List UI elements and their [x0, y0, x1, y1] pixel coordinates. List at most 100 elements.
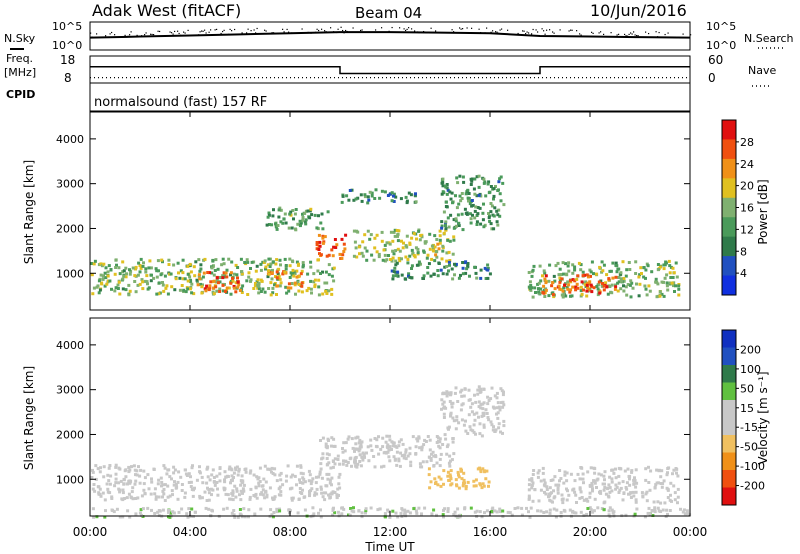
heatmap-cell — [440, 257, 444, 261]
heatmap-cell — [487, 418, 491, 422]
heatmap-cell — [384, 440, 388, 444]
heatmap-cell — [312, 512, 316, 516]
heatmap-cell — [173, 288, 177, 292]
heatmap-cell — [452, 235, 456, 239]
heatmap-cell — [666, 512, 669, 516]
heatmap-cell — [288, 276, 292, 279]
heatmap-cell — [397, 459, 401, 463]
heatmap-cell — [252, 494, 256, 497]
heatmap-cell — [542, 478, 546, 482]
heatmap-cell — [531, 268, 535, 272]
heatmap-cell — [367, 198, 371, 202]
heatmap-cell — [196, 283, 200, 287]
heatmap-cell — [600, 284, 604, 288]
heatmap-cell — [479, 194, 483, 198]
heatmap-cell — [128, 272, 132, 276]
heatmap-cell — [284, 479, 288, 483]
heatmap-cell — [494, 428, 498, 432]
heatmap-cell — [408, 275, 412, 279]
heatmap-cell — [178, 288, 182, 292]
noise-search-dot — [637, 35, 639, 37]
heatmap-cell — [556, 488, 560, 492]
heatmap-cell — [229, 292, 233, 296]
heatmap-cell — [144, 267, 148, 271]
heatmap-cell — [438, 229, 442, 233]
heatmap-cell — [614, 263, 618, 267]
heatmap-cell — [244, 467, 248, 471]
heatmap-cell — [288, 212, 292, 216]
heatmap-cell — [481, 407, 485, 411]
heatmap-cell — [493, 430, 497, 433]
heatmap-cell — [538, 264, 542, 268]
heatmap-cell — [90, 476, 94, 479]
heatmap-cell — [466, 480, 470, 484]
heatmap-cell — [602, 488, 606, 492]
heatmap-cell — [145, 280, 149, 284]
heatmap-cell — [180, 489, 184, 492]
heatmap-cell — [373, 197, 377, 200]
heatmap-cell — [474, 400, 478, 404]
colorbar-tick-label: 50 — [740, 382, 754, 395]
heatmap-cell — [656, 500, 660, 504]
heatmap-cell — [552, 507, 556, 511]
heatmap-cell — [363, 455, 366, 459]
heatmap-cell — [358, 438, 362, 442]
heatmap-cell — [335, 496, 339, 500]
heatmap-cell — [422, 277, 425, 280]
heatmap-cell — [282, 217, 286, 221]
heatmap-cell — [445, 265, 449, 268]
heatmap-cell — [614, 285, 618, 289]
heatmap-cell — [653, 508, 657, 512]
heatmap-cell — [356, 435, 360, 439]
heatmap-cell — [500, 401, 503, 405]
heatmap-cell — [383, 243, 387, 247]
heatmap-cell — [203, 257, 207, 261]
heatmap-cell — [424, 440, 428, 443]
heatmap-cell — [232, 286, 236, 290]
noise-search-dot — [460, 28, 462, 30]
heatmap-cell — [502, 419, 506, 423]
heatmap-cell — [645, 262, 649, 266]
heatmap-cell — [202, 271, 206, 275]
heatmap-cell — [300, 284, 304, 288]
heatmap-cell — [496, 416, 500, 420]
heatmap-cell — [568, 290, 572, 294]
heatmap-cell — [287, 282, 291, 286]
heatmap-cell — [391, 509, 395, 513]
heatmap-cell — [632, 494, 636, 498]
heatmap-cell — [205, 481, 209, 485]
heatmap-cell — [584, 280, 588, 284]
heatmap-cell — [180, 483, 184, 486]
heatmap-cell — [277, 274, 281, 278]
noise-search-dot — [523, 30, 525, 32]
heatmap-cell — [483, 511, 486, 515]
heatmap-cell — [581, 477, 585, 481]
xtick-label: 04:00 — [173, 525, 208, 539]
heatmap-cell — [374, 188, 378, 192]
noise-search-dot — [537, 31, 539, 33]
heatmap-cell — [223, 480, 227, 484]
heatmap-cell — [224, 271, 228, 275]
heatmap-cell — [92, 286, 96, 290]
heatmap-cell — [497, 405, 501, 409]
heatmap-cell — [136, 496, 140, 500]
heatmap-cell — [141, 507, 145, 511]
heatmap-cell — [473, 393, 476, 397]
heatmap-cell — [330, 274, 334, 278]
heatmap-cell — [388, 459, 392, 463]
heatmap-cell — [586, 275, 590, 279]
noise-search-dot — [501, 28, 503, 30]
heatmap-cell — [200, 291, 204, 295]
heatmap-cell — [557, 284, 561, 288]
heatmap-cell — [388, 192, 392, 196]
heatmap-cell — [307, 286, 311, 290]
heatmap-cell — [618, 488, 622, 492]
heatmap-cell — [551, 281, 555, 285]
heatmap-cell — [172, 511, 176, 515]
heatmap-cell — [582, 481, 585, 485]
heatmap-cell — [92, 483, 96, 486]
noise-search-dot — [628, 33, 630, 36]
heatmap-cell — [396, 515, 400, 519]
heatmap-cell — [124, 266, 128, 270]
heatmap-cell — [455, 418, 459, 422]
